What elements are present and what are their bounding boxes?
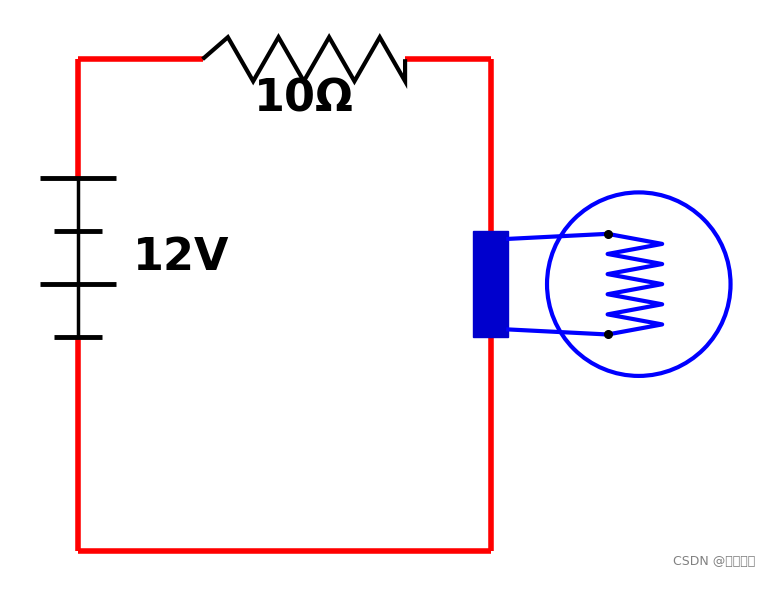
Text: CSDN @南耲先生: CSDN @南耲先生 xyxy=(673,555,756,568)
Text: 12V: 12V xyxy=(133,236,229,279)
Bar xyxy=(473,231,508,337)
Text: 10Ω: 10Ω xyxy=(254,77,354,120)
